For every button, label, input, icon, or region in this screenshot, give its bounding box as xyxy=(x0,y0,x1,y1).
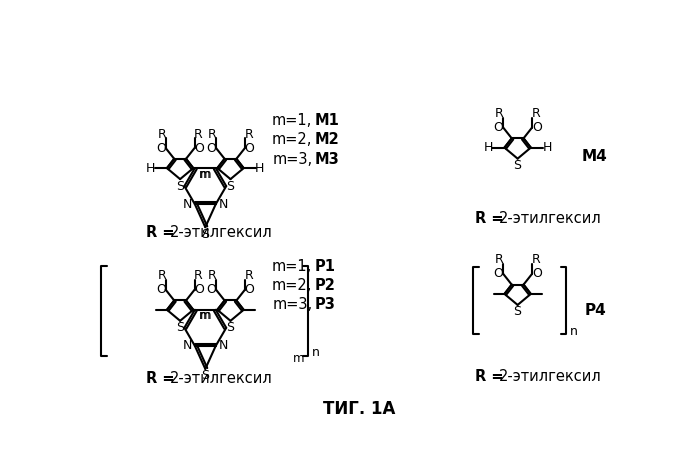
Text: O: O xyxy=(245,283,255,296)
Text: N: N xyxy=(183,339,192,352)
Text: S: S xyxy=(176,321,184,334)
Text: S: S xyxy=(514,306,522,318)
Text: R: R xyxy=(158,269,166,282)
Text: m: m xyxy=(200,168,212,181)
Text: m=3,: m=3, xyxy=(272,297,312,312)
Text: H: H xyxy=(484,141,493,154)
Text: O: O xyxy=(195,141,204,155)
Text: R: R xyxy=(194,128,203,140)
Text: P4: P4 xyxy=(585,303,607,318)
Text: N: N xyxy=(219,339,228,352)
Text: R: R xyxy=(158,128,166,140)
Text: m: m xyxy=(199,168,210,181)
Text: R: R xyxy=(244,269,253,282)
Text: M3: M3 xyxy=(314,152,340,166)
Text: R: R xyxy=(208,128,216,140)
Text: R: R xyxy=(244,128,253,140)
Text: H: H xyxy=(256,162,265,175)
Text: R =: R = xyxy=(146,225,174,240)
Text: R: R xyxy=(531,107,540,120)
Text: R: R xyxy=(495,254,504,266)
Text: H: H xyxy=(146,162,155,175)
Text: M2: M2 xyxy=(314,132,340,148)
Text: N: N xyxy=(183,198,192,210)
Text: O: O xyxy=(206,283,216,296)
Text: 2-этилгексил: 2-этилгексил xyxy=(499,369,601,384)
Text: n: n xyxy=(570,325,578,338)
Text: 2-этилгексил: 2-этилгексил xyxy=(169,371,272,386)
Text: m=2,: m=2, xyxy=(272,132,312,148)
Text: O: O xyxy=(156,141,166,155)
Text: O: O xyxy=(156,283,166,296)
Text: S: S xyxy=(514,159,522,172)
Text: O: O xyxy=(532,267,542,280)
Text: O: O xyxy=(532,121,542,134)
Text: m: m xyxy=(200,309,212,323)
Text: 2-этилгексил: 2-этилгексил xyxy=(499,211,601,226)
Text: m=3,: m=3, xyxy=(272,152,312,166)
Text: S: S xyxy=(202,369,209,382)
Text: R =: R = xyxy=(475,211,504,226)
Text: n: n xyxy=(312,346,320,359)
Text: O: O xyxy=(195,283,204,296)
Text: O: O xyxy=(245,141,255,155)
Text: R =: R = xyxy=(146,371,174,386)
Text: ΤИГ. 1А: ΤИГ. 1А xyxy=(323,401,395,419)
Text: M1: M1 xyxy=(314,113,340,128)
Text: S: S xyxy=(227,180,235,193)
Text: m=1,: m=1, xyxy=(272,113,312,128)
Text: O: O xyxy=(494,267,503,280)
Text: N: N xyxy=(219,198,228,210)
Text: R: R xyxy=(194,269,203,282)
Text: M4: M4 xyxy=(582,149,608,164)
Text: R =: R = xyxy=(475,369,504,384)
Text: m: m xyxy=(293,352,304,365)
Text: P3: P3 xyxy=(314,297,335,312)
Text: O: O xyxy=(206,141,216,155)
Text: m: m xyxy=(199,309,210,323)
Text: P2: P2 xyxy=(314,278,335,293)
Text: P1: P1 xyxy=(314,259,335,274)
Text: m=1,: m=1, xyxy=(272,259,312,274)
Text: R: R xyxy=(208,269,216,282)
Text: S: S xyxy=(202,228,209,241)
Text: R: R xyxy=(531,254,540,266)
Text: R: R xyxy=(495,107,504,120)
Text: H: H xyxy=(542,141,552,154)
Text: m=2,: m=2, xyxy=(272,278,312,293)
Text: S: S xyxy=(227,321,235,334)
Text: O: O xyxy=(494,121,503,134)
Text: 2-этилгексил: 2-этилгексил xyxy=(169,225,272,240)
Text: S: S xyxy=(176,180,184,193)
